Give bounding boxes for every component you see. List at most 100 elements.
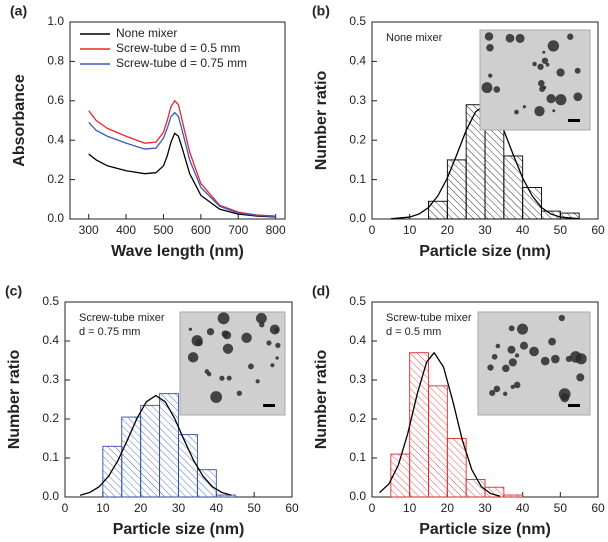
y-tick-label: 0.2 [47,172,64,186]
x-tick-label: 60 [591,223,605,237]
tem-particle [537,79,545,87]
x-tick-label: 50 [554,223,568,237]
tem-particle [567,33,574,40]
tem-particle [541,57,549,64]
tem-particle [188,327,193,331]
x-tick-label: 10 [403,501,417,515]
x-tick-label: 40 [516,223,530,237]
histogram-bar [215,494,236,498]
x-tick-label: 10 [96,501,110,515]
x-axis-title: Particle size (nm) [419,521,551,538]
y-tick-label: 0.4 [42,333,59,347]
tem-particle [491,353,498,360]
tem-particle [540,356,550,366]
tem-particle [495,343,501,349]
x-tick-label: 50 [247,501,261,515]
x-tick-label: 30 [478,501,492,515]
histogram-bar [541,210,561,220]
x-tick-label: 40 [516,501,530,515]
tem-particle [548,337,556,346]
tem-particle [547,40,560,52]
y-tick-label: 0.0 [349,489,366,503]
tem-particle [248,363,254,370]
tem-particle [569,351,582,363]
tem-particle [274,328,279,333]
histogram-bar [446,438,467,498]
tem-particle [256,312,267,324]
tem-particle [556,68,565,77]
x-tick-label: 20 [441,501,455,515]
x-tick-label: 60 [591,501,605,515]
tem-particle [487,364,494,371]
x-tick-label: 30 [478,223,492,237]
x-tick-label: 20 [134,501,148,515]
panel-label: (b) [312,3,330,19]
tem-particle [270,363,275,368]
y-tick-label: 0.5 [349,14,366,28]
tem-particle [532,61,537,67]
x-axis-title: Wave length (nm) [111,243,244,260]
annotation: d = 0.75 mm [79,326,140,338]
fit-curve [379,352,501,497]
tem-particle [484,32,494,41]
tem-particle [493,86,501,93]
tem-particle [546,93,556,104]
legend-label: Screw-tube d = 0.5 mm [116,41,240,55]
tem-particle [502,364,510,373]
tem-particle [489,389,496,397]
y-tick-label: 0.1 [349,450,366,464]
y-axis-title: Number ratio [313,70,330,170]
x-tick-label: 500 [153,223,173,237]
tem-particle [493,385,501,393]
scale-bar [568,404,580,407]
tem-particle [206,328,215,336]
histogram-bar [196,469,217,498]
histogram-bar [121,416,142,498]
histogram-bar [503,155,524,220]
histogram-bar [503,494,524,498]
tem-particle [522,105,526,109]
tem-particle [219,375,225,381]
x-tick-label: 50 [554,501,568,515]
histogram-bar [446,159,467,220]
tem-particle [560,393,570,403]
x-tick-label: 60 [285,501,299,515]
tem-particle [222,330,232,340]
tem-particle [539,86,546,92]
tem-particle [505,33,515,43]
annotation: None mixer [386,32,443,44]
tem-particle [537,63,544,70]
y-tick-label: 0.0 [349,211,366,225]
tem-particle [241,332,252,344]
y-tick-label: 0.1 [349,172,366,186]
tem-particle [545,62,550,67]
x-tick-label: 0 [62,501,69,515]
spectrum-line [88,132,276,218]
tem-particle [210,391,223,403]
tem-particle [529,346,539,357]
histogram-bar [559,212,580,220]
tem-particle [514,353,520,358]
tem-particle [555,94,567,106]
tem-particle [551,354,560,364]
x-tick-label: 0 [369,223,376,237]
tem-particle [217,312,230,325]
x-axis-title: Particle size (nm) [113,521,245,538]
tem-particle [515,33,525,43]
panel-label: (d) [312,283,330,299]
histogram-bar [484,116,505,220]
tem-particle [204,369,210,374]
y-tick-label: 0.3 [349,372,366,386]
x-axis-title: Particle size (nm) [419,243,551,260]
histogram-bar [409,352,429,498]
tem-particle [576,373,585,382]
y-tick-label: 0.4 [349,333,366,347]
tem-particle [508,358,517,367]
histogram-bar [140,404,161,498]
panel-label: (a) [10,3,27,19]
histogram-bar [178,434,198,498]
y-tick-label: 0.8 [47,54,64,68]
x-tick-label: 0 [369,501,376,515]
y-tick-label: 0.3 [42,372,59,386]
tem-inset [179,311,286,416]
